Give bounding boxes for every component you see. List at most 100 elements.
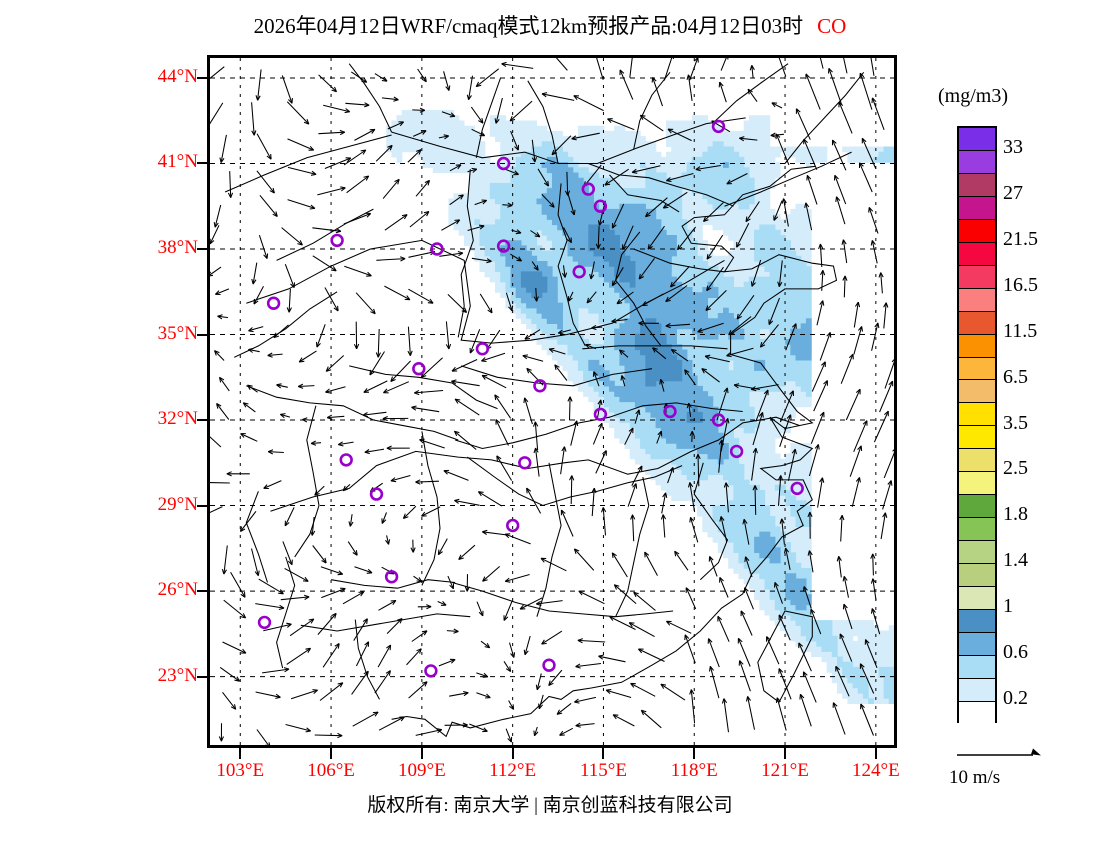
city-marker-circle[interactable] bbox=[593, 199, 608, 213]
wind-vector bbox=[247, 384, 258, 393]
wind-vector-head bbox=[363, 670, 369, 677]
wind-vector bbox=[853, 302, 859, 328]
colorbar-band[interactable] bbox=[959, 150, 995, 174]
colorbar-band[interactable] bbox=[959, 242, 995, 266]
wind-vector bbox=[568, 396, 571, 421]
wind-vector bbox=[640, 114, 664, 132]
colorbar-band[interactable] bbox=[959, 495, 995, 519]
city-marker-circle[interactable] bbox=[339, 453, 353, 467]
boundary-line bbox=[466, 456, 683, 507]
colorbar[interactable] bbox=[957, 126, 997, 725]
colorbar-band[interactable] bbox=[959, 357, 995, 381]
wind-vector bbox=[873, 410, 889, 443]
latitude-tick-mark bbox=[197, 247, 208, 250]
wind-vector-head bbox=[240, 592, 246, 598]
city-marker-circle[interactable] bbox=[475, 342, 490, 356]
city-marker-circle[interactable] bbox=[424, 664, 438, 678]
colorbar-band[interactable] bbox=[959, 128, 995, 151]
city-marker-circle[interactable] bbox=[257, 615, 272, 630]
wind-vector bbox=[345, 102, 370, 106]
wind-vector-head bbox=[276, 383, 282, 389]
longitude-axis: 103°E 106°E 109°E 112°E 115°E 118°E 121°E 124°E bbox=[0, 760, 1100, 790]
wind-vector bbox=[258, 578, 284, 595]
city-marker-circle[interactable] bbox=[330, 233, 344, 248]
colorbar-band[interactable] bbox=[959, 403, 995, 427]
colorbar-band[interactable] bbox=[959, 426, 995, 450]
wind-vector bbox=[619, 349, 629, 358]
wind-vector bbox=[534, 447, 540, 477]
wind-vector-head bbox=[253, 298, 259, 305]
wind-vector-head bbox=[669, 281, 676, 288]
wind-vector bbox=[819, 58, 824, 69]
city-marker-circle[interactable] bbox=[412, 362, 426, 376]
wind-vector-head bbox=[387, 144, 393, 151]
wind-vector bbox=[375, 145, 393, 162]
colorbar-band[interactable] bbox=[959, 655, 995, 679]
wind-vector bbox=[222, 641, 247, 654]
colorbar-band[interactable] bbox=[959, 173, 995, 197]
city-marker-circle[interactable] bbox=[384, 570, 399, 584]
colorbar-band[interactable] bbox=[959, 518, 995, 542]
colorbar-band[interactable] bbox=[959, 564, 995, 588]
colorbar-band[interactable] bbox=[959, 701, 995, 725]
city-marker-circle[interactable] bbox=[496, 156, 511, 171]
wind-vector-head bbox=[219, 157, 225, 163]
colorbar-band[interactable] bbox=[959, 587, 995, 611]
city-marker-circle[interactable] bbox=[581, 182, 595, 196]
wind-vector bbox=[690, 689, 696, 724]
colorbar-band[interactable] bbox=[959, 678, 995, 702]
colorbar-band[interactable] bbox=[959, 265, 995, 289]
colorbar-band[interactable] bbox=[959, 288, 995, 312]
city-marker-circle[interactable] bbox=[711, 413, 726, 427]
colorbar-band[interactable] bbox=[959, 541, 995, 565]
city-marker-circle[interactable] bbox=[542, 658, 556, 672]
wind-vector-head bbox=[386, 644, 392, 651]
wind-vector bbox=[384, 285, 411, 301]
wind-vector-head bbox=[549, 202, 555, 208]
wind-vector bbox=[549, 348, 566, 355]
city-marker-circle[interactable] bbox=[430, 242, 444, 256]
city-marker-circle[interactable] bbox=[533, 379, 547, 393]
wind-vector bbox=[289, 618, 315, 637]
colorbar-band[interactable] bbox=[959, 472, 995, 496]
wind-vector bbox=[349, 514, 353, 527]
wind-vector bbox=[346, 175, 370, 194]
city-marker-circle[interactable] bbox=[663, 404, 677, 419]
colorbar-band[interactable] bbox=[959, 449, 995, 473]
city-marker-circle[interactable] bbox=[711, 119, 726, 134]
colorbar-tick-label: 3.5 bbox=[1003, 411, 1028, 434]
city-marker-circle[interactable] bbox=[729, 444, 744, 459]
wind-vector-head bbox=[611, 552, 617, 558]
colorbar-band[interactable] bbox=[959, 610, 995, 633]
city-marker-circle[interactable] bbox=[790, 481, 804, 496]
colorbar-band[interactable] bbox=[959, 380, 995, 404]
wind-vector-head bbox=[416, 149, 422, 155]
colorbar-band[interactable] bbox=[959, 632, 995, 656]
city-marker-circle[interactable] bbox=[593, 407, 608, 421]
colorbar-band[interactable] bbox=[959, 311, 995, 335]
wind-vector bbox=[577, 639, 606, 643]
wind-vector bbox=[647, 225, 665, 250]
wind-vector-head bbox=[548, 347, 555, 353]
wind-vector bbox=[860, 703, 874, 736]
city-marker-circle[interactable] bbox=[496, 239, 511, 253]
colorbar-band[interactable] bbox=[959, 219, 995, 243]
city-marker-circle[interactable] bbox=[506, 518, 520, 533]
wind-vector-head bbox=[763, 389, 769, 396]
city-marker-circle[interactable] bbox=[518, 456, 532, 470]
wind-vector bbox=[438, 659, 456, 667]
colorbar-band[interactable] bbox=[959, 334, 995, 358]
wind-vector bbox=[808, 444, 819, 477]
colorbar-band[interactable] bbox=[959, 196, 995, 220]
wind-vector bbox=[859, 162, 873, 193]
wind-vector-head bbox=[758, 412, 764, 418]
wind-vector-head bbox=[665, 323, 671, 329]
map-plot-area[interactable] bbox=[207, 55, 897, 748]
city-marker-circle[interactable] bbox=[572, 265, 586, 279]
city-marker-circle[interactable] bbox=[369, 487, 384, 501]
city-marker-circle[interactable] bbox=[266, 296, 281, 310]
wind-vector bbox=[799, 694, 812, 727]
copyright-footer: 版权所有: 南京大学 | 南京创蓝科技有限公司 bbox=[367, 795, 733, 816]
wind-vector bbox=[467, 168, 477, 173]
wind-vector bbox=[725, 482, 729, 513]
